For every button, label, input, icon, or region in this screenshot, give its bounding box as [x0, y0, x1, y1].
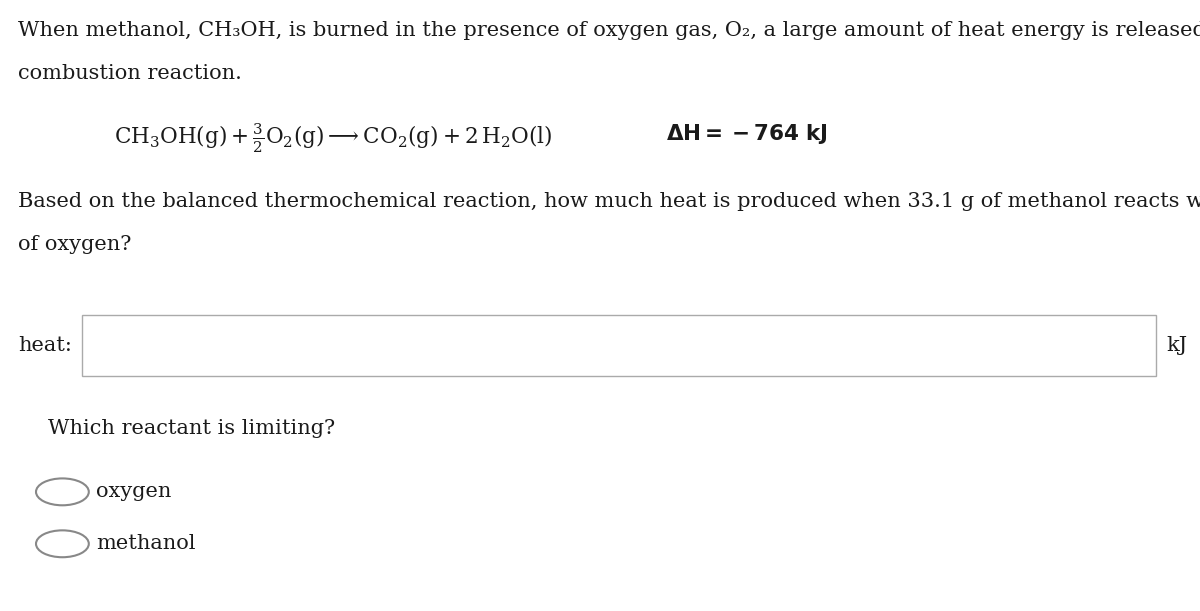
Text: of oxygen?: of oxygen? — [18, 235, 131, 254]
Text: Based on the balanced thermochemical reaction, how much heat is produced when 33: Based on the balanced thermochemical rea… — [18, 192, 1200, 211]
Circle shape — [36, 478, 89, 505]
Text: methanol: methanol — [96, 534, 196, 554]
Text: $\mathregular{CH_3OH(g) + \frac{3}{2}O_2(g) \longrightarrow CO_2(g) + 2\,H_2O(l): $\mathregular{CH_3OH(g) + \frac{3}{2}O_2… — [114, 122, 552, 155]
Circle shape — [36, 530, 89, 557]
FancyBboxPatch shape — [82, 315, 1156, 376]
Text: When methanol, CH₃OH, is burned in the presence of oxygen gas, O₂, a large amoun: When methanol, CH₃OH, is burned in the p… — [18, 21, 1200, 40]
Text: oxygen: oxygen — [96, 482, 172, 502]
Text: combustion reaction.: combustion reaction. — [18, 64, 242, 83]
Text: heat:: heat: — [18, 335, 72, 355]
Text: $\mathbf{\Delta H = -764\ kJ}$: $\mathbf{\Delta H = -764\ kJ}$ — [666, 122, 828, 146]
Text: kJ: kJ — [1166, 335, 1188, 355]
Text: Which reactant is limiting?: Which reactant is limiting? — [48, 419, 335, 437]
